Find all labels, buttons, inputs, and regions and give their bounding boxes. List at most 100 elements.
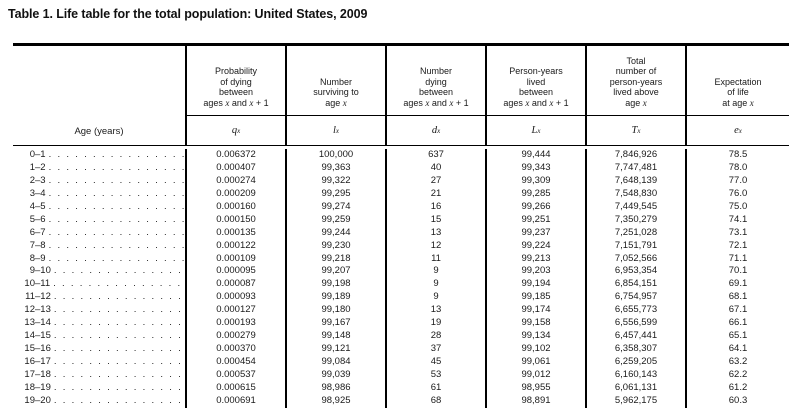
table-row: 17–18. . . . . . . . . . . . . . . . . .… [13, 368, 789, 382]
cell-qx: 0.000150 [185, 213, 285, 227]
dot-leader: . . . . . . . . . . . . . . . . . . . . … [48, 213, 185, 225]
column-description-line: between [218, 87, 254, 97]
cell-ex: 63.2 [685, 356, 789, 369]
dot-leader: . . . . . . . . . . . . . . . . . . . . … [53, 343, 185, 355]
cell-Lx: 99,061 [485, 356, 585, 369]
cell-ex: 77.0 [685, 174, 789, 188]
column-description-line: number of [615, 66, 657, 76]
cell-Lx: 99,158 [485, 317, 585, 331]
dot-leader: . . . . . . . . . . . . . . . . . . . . … [48, 149, 185, 160]
cell-Tx: 7,648,139 [585, 174, 685, 188]
age-cell: 16–17. . . . . . . . . . . . . . . . . .… [13, 356, 185, 369]
table-row: 0–1. . . . . . . . . . . . . . . . . . .… [13, 149, 789, 162]
cell-ex: 75.0 [685, 200, 789, 214]
cell-lx: 98,986 [285, 381, 385, 395]
cell-Tx: 6,061,131 [585, 381, 685, 395]
cell-dx: 9 [385, 265, 485, 279]
cell-lx: 99,244 [285, 226, 385, 240]
cell-ex: 78.0 [685, 161, 789, 175]
cell-qx: 0.000135 [185, 226, 285, 240]
cell-Lx: 99,012 [485, 368, 585, 382]
cell-Tx: 6,754,957 [585, 291, 685, 305]
age-cell: 13–14. . . . . . . . . . . . . . . . . .… [13, 317, 185, 330]
cell-Tx: 6,556,599 [585, 317, 685, 331]
table-title: Table 1. Life table for the total popula… [8, 7, 368, 21]
cell-Tx: 7,151,791 [585, 239, 685, 253]
column-header-Tx: Total number of person-years lived above age… [585, 46, 685, 145]
cell-lx: 99,167 [285, 317, 385, 331]
column-description-line: Total [626, 55, 646, 66]
age-cell: 9–10. . . . . . . . . . . . . . . . . . … [13, 265, 185, 278]
column-description-line: person-years [609, 76, 663, 87]
table-row: 19–20. . . . . . . . . . . . . . . . . .… [13, 394, 789, 408]
table-row: 15–16. . . . . . . . . . . . . . . . . .… [13, 343, 789, 356]
cell-lx: 99,198 [285, 278, 385, 292]
column-description-line: of dying [220, 76, 252, 87]
cell-Lx: 98,955 [485, 381, 585, 395]
table-row: 12–13. . . . . . . . . . . . . . . . . .… [13, 304, 789, 318]
cell-Lx: 99,203 [485, 265, 585, 279]
age-cell: 10–11. . . . . . . . . . . . . . . . . .… [13, 278, 185, 291]
cell-dx: 9 [385, 291, 485, 305]
cell-lx: 100,000 [285, 149, 385, 162]
cell-ex: 60.3 [685, 394, 789, 408]
cell-ex: 68.1 [685, 291, 789, 305]
dot-leader: . . . . . . . . . . . . . . . . . . . . … [48, 174, 185, 186]
cell-Tx: 6,953,354 [585, 265, 685, 279]
dot-leader: . . . . . . . . . . . . . . . . . . . . … [53, 317, 185, 329]
table-row: 11–12. . . . . . . . . . . . . . . . . .… [13, 291, 789, 305]
cell-dx: 61 [385, 381, 485, 395]
cell-ex: 65.1 [685, 330, 789, 344]
cell-qx: 0.000454 [185, 356, 285, 369]
cell-ex: 70.1 [685, 265, 789, 279]
age-cell: 8–9. . . . . . . . . . . . . . . . . . .… [13, 253, 185, 266]
column-header-qx: Probability of dying between ages x and x +… [185, 46, 285, 145]
cell-dx: 27 [385, 174, 485, 188]
cell-Tx: 7,251,028 [585, 226, 685, 240]
cell-qx: 0.000160 [185, 200, 285, 214]
age-cell: 7–8. . . . . . . . . . . . . . . . . . .… [13, 240, 185, 253]
table-row: 16–17. . . . . . . . . . . . . . . . . .… [13, 356, 789, 369]
column-description-line: Person-years [509, 66, 563, 76]
column-description-line: ages x and x + 1 [503, 97, 569, 108]
age-cell: 11–12. . . . . . . . . . . . . . . . . .… [13, 291, 185, 304]
column-description-line: Expectation [714, 76, 762, 87]
cell-qx: 0.000615 [185, 381, 285, 395]
cell-lx: 98,925 [285, 394, 385, 408]
dot-leader: . . . . . . . . . . . . . . . . . . . . … [48, 252, 185, 264]
cell-dx: 45 [385, 356, 485, 369]
table-row: 7–8. . . . . . . . . . . . . . . . . . .… [13, 239, 789, 253]
cell-Lx: 99,174 [485, 304, 585, 318]
table-header: Age (years) Probability of dying between ag… [13, 46, 789, 146]
column-description-line: age x [325, 97, 347, 108]
column-header-Lx: Person-years lived between ages x and x + 1… [485, 46, 585, 145]
column-description-lx: Number surviving to age x [287, 46, 385, 116]
cell-Lx: 99,102 [485, 343, 585, 356]
cell-Tx: 6,655,773 [585, 304, 685, 318]
cell-ex: 72.1 [685, 239, 789, 253]
cell-Lx: 99,194 [485, 278, 585, 292]
cell-Tx: 6,854,151 [585, 278, 685, 292]
cell-lx: 99,274 [285, 200, 385, 214]
dot-leader: . . . . . . . . . . . . . . . . . . . . … [48, 226, 185, 238]
table-row: 4–5. . . . . . . . . . . . . . . . . . .… [13, 200, 789, 214]
cell-qx: 0.000537 [185, 368, 285, 382]
cell-Lx: 99,134 [485, 330, 585, 344]
cell-Lx: 99,224 [485, 239, 585, 253]
age-cell: 1–2. . . . . . . . . . . . . . . . . . .… [13, 162, 185, 175]
cell-dx: 68 [385, 394, 485, 408]
cell-lx: 99,218 [285, 252, 385, 266]
cell-ex: 62.2 [685, 368, 789, 382]
cell-lx: 99,230 [285, 239, 385, 253]
cell-Lx: 99,285 [485, 187, 585, 201]
column-description-line: at age x [722, 97, 754, 108]
column-description-qx: Probability of dying between ages x and x +… [187, 46, 285, 116]
cell-qx: 0.000087 [185, 278, 285, 292]
cell-Lx: 99,343 [485, 161, 585, 175]
table-row: 3–4. . . . . . . . . . . . . . . . . . .… [13, 187, 789, 201]
